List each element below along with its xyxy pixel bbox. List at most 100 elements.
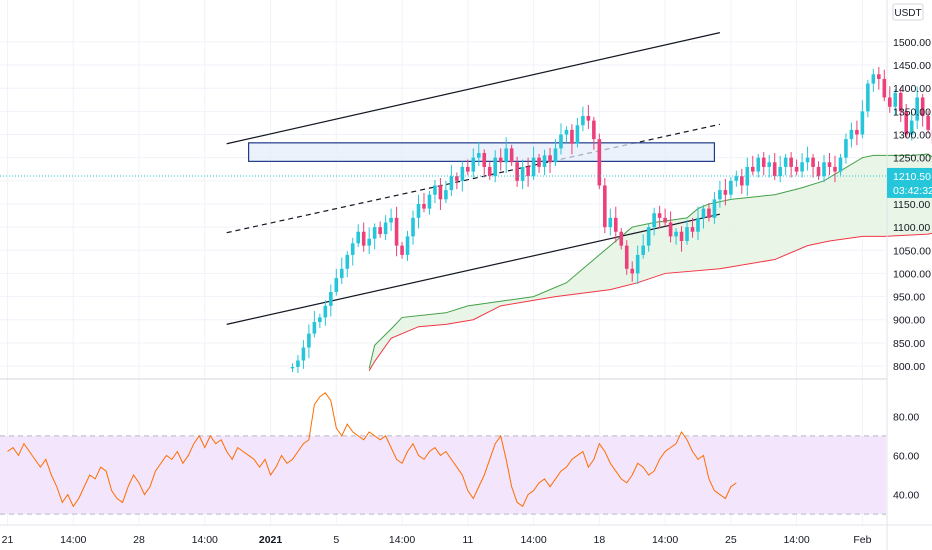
candle-body: [893, 92, 898, 107]
rsi-line: [7, 392, 737, 508]
candle-body: [657, 213, 662, 218]
candle-body: [827, 162, 832, 167]
candle-body: [498, 157, 503, 163]
candle-body: [718, 190, 722, 200]
candle-body: [581, 115, 585, 126]
time-axis[interactable]: 21 14:00 28 14:00 2021 5 14:00 11 14:00 18 14:00 25…: [2, 534, 872, 546]
candle-body: [794, 166, 799, 172]
candle-body: [882, 78, 887, 98]
currency-badge[interactable]: USDT: [892, 3, 924, 21]
x-tick-label: 14:00: [652, 534, 678, 546]
candle-body: [904, 111, 909, 135]
candle-body: [383, 222, 388, 235]
price-axis[interactable]: 1500.00 1450.00 1400.00 1350.00 1300.00 1250.…: [893, 37, 931, 373]
candle-body: [471, 157, 476, 172]
candle-body: [318, 317, 322, 323]
candle-body: [586, 115, 591, 121]
candle-body: [663, 217, 667, 223]
candle-body: [701, 208, 706, 218]
trend-drawings: [226, 32, 721, 325]
candles: [290, 66, 932, 373]
candle-body: [438, 185, 443, 200]
candle-body: [707, 208, 711, 218]
candle-body: [312, 322, 317, 334]
candle-body: [789, 157, 793, 167]
candle-body: [855, 129, 859, 135]
rsi-band-fill: [0, 435, 886, 515]
candle-body: [323, 305, 328, 318]
candle-body: [564, 129, 569, 135]
candle-body: [833, 166, 837, 172]
candle-body: [372, 227, 377, 239]
candle-body: [685, 227, 689, 242]
x-tick-label: 14:00: [389, 534, 415, 546]
candle-body: [378, 227, 382, 235]
y-tick-label: 1450.00: [893, 60, 931, 72]
candle-body: [805, 157, 810, 163]
candle-body: [866, 83, 870, 112]
candle-body: [493, 157, 498, 177]
x-tick-label: 11: [462, 534, 473, 546]
candle-body: [783, 157, 788, 167]
candle-body: [531, 157, 536, 177]
x-tick-label: 14:00: [520, 534, 546, 546]
current-price-label: 1210.50: [893, 171, 931, 183]
x-tick-label: 25: [725, 534, 737, 546]
y-tick-label: 1150.00: [893, 199, 930, 211]
candle-body: [800, 162, 804, 172]
candle-body: [476, 153, 481, 158]
candle-body: [613, 217, 618, 232]
candle-body: [400, 245, 404, 255]
candle-body: [767, 162, 772, 167]
candle-body: [482, 153, 487, 167]
candle-body: [772, 162, 777, 177]
candle-body: [909, 120, 914, 135]
y-tick-label: 1350.00: [893, 106, 931, 118]
candle-body: [553, 148, 558, 163]
candle-body: [690, 227, 695, 232]
candle-body: [559, 134, 563, 149]
rsi-band: [0, 435, 886, 515]
rsi-tick-label: 60.00: [893, 450, 919, 462]
candle-body: [635, 254, 640, 274]
candle-body: [361, 231, 366, 246]
candle-body: [871, 74, 876, 84]
candle-body: [668, 222, 673, 237]
candle-body: [723, 190, 728, 195]
candle-body: [729, 180, 733, 195]
candle-body: [712, 199, 717, 218]
price-tag-box: [887, 167, 932, 198]
candle-body: [674, 231, 678, 237]
candle-body: [887, 97, 892, 107]
candle-body: [630, 268, 635, 274]
candle-body: [367, 238, 371, 246]
candle-body: [449, 176, 454, 191]
channel-lower-line: [226, 213, 721, 325]
candle-body: [455, 176, 459, 181]
candle-body: [515, 162, 519, 181]
candle-body: [915, 97, 919, 121]
y-tick-label: 1500.00: [893, 37, 931, 49]
candle-body: [296, 360, 300, 367]
candle-body: [339, 268, 344, 279]
candle-body: [822, 162, 826, 177]
countdown-label: 03:42:32: [893, 185, 932, 197]
y-tick-label: 950.00: [893, 292, 925, 304]
candle-body: [608, 217, 613, 228]
candle-body: [504, 148, 508, 163]
candle-body: [542, 155, 547, 167]
channel-upper-line: [226, 32, 721, 145]
rsi-axis[interactable]: 80.00 60.00 40.00: [893, 411, 919, 501]
candle-body: [570, 129, 574, 144]
candle-body: [816, 166, 821, 177]
channel-mid-line: [226, 123, 721, 234]
candle-body: [389, 217, 393, 223]
x-tick-label: 18: [593, 534, 605, 546]
resistance-zone: [248, 142, 716, 162]
candle-body: [422, 203, 426, 209]
candle-body: [433, 185, 437, 195]
candle-body: [394, 217, 399, 246]
candle-body: [520, 166, 525, 181]
candle-body: [926, 115, 930, 130]
